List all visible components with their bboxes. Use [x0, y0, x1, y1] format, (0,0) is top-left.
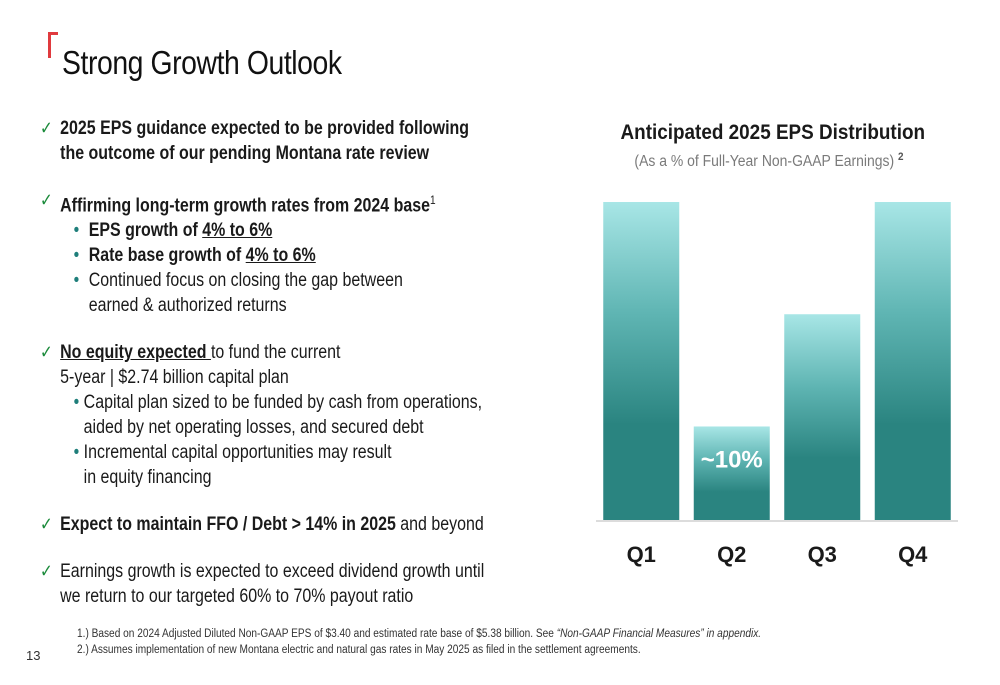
- bullet-dot: •: [73, 392, 80, 414]
- chart-subtitle: (As a % of Full-Year Non-GAAP Earnings) …: [621, 151, 918, 171]
- eps-growth-value: 4% to 6%: [202, 220, 273, 242]
- slide-title: Strong Growth Outlook: [62, 44, 342, 81]
- bullet-5: ✓ Earnings growth is expected to exceed …: [40, 559, 510, 609]
- bar-q2: [693, 426, 770, 520]
- check-icon: ✓: [40, 118, 53, 138]
- footnote-ref-1: 1: [429, 193, 436, 207]
- bullet-1-line-2: the outcome of our pending Montana rate …: [60, 143, 430, 164]
- eps-distribution-chart: Q1 Q2 ~10% Q3 Q4: [596, 202, 958, 567]
- bullet-3-sub-1-line-2: aided by net operating losses, and secur…: [83, 417, 424, 439]
- rate-base-growth-label: Rate base growth of: [88, 245, 246, 267]
- bullet-3-rest: to fund the current: [210, 342, 341, 364]
- bullet-1: ✓ 2025 EPS guidance expected to be provi…: [40, 116, 510, 166]
- footnotes: 1.) Based on 2024 Adjusted Diluted Non-G…: [77, 626, 761, 658]
- corner-accent: [48, 32, 58, 58]
- bar-q3: [784, 314, 861, 520]
- chart-subtitle-text: (As a % of Full-Year Non-GAAP Earnings): [634, 153, 895, 171]
- chart-title: Anticipated 2025 EPS Distribution: [620, 121, 926, 144]
- bullet-dot: •: [73, 270, 80, 292]
- bullet-list: ✓ 2025 EPS guidance expected to be provi…: [40, 116, 600, 609]
- bullet-3-sub-2-line-2: in equity financing: [83, 467, 212, 489]
- bullet-dot: •: [73, 220, 80, 242]
- bullet-4: ✓ Expect to maintain FFO / Debt > 14% in…: [40, 512, 510, 537]
- bullet-2-sub-3-line-2: earned & authorized returns: [88, 295, 287, 317]
- bullet-3-bold: No equity expected: [60, 342, 211, 364]
- bullet-3-line-2: 5-year | $2.74 billion capital plan: [60, 367, 289, 389]
- bar-q1: [603, 202, 680, 520]
- footnote-1: 1.) Based on 2024 Adjusted Diluted Non-G…: [77, 626, 761, 642]
- bullet-2-sub-3-line-1: Continued focus on closing the gap betwe…: [88, 270, 403, 292]
- tick-label-q4: Q4: [898, 542, 928, 567]
- bullet-3-sub-1-line-1: Capital plan sized to be funded by cash …: [83, 392, 483, 414]
- bar-q4: [874, 202, 951, 520]
- check-icon: ✓: [40, 561, 53, 582]
- check-icon: ✓: [40, 342, 53, 363]
- footnote-2: 2.) Assumes implementation of new Montan…: [77, 644, 641, 656]
- bullet-3-sub-2-line-1: Incremental capital opportunities may re…: [83, 442, 392, 464]
- bullet-2-text: Affirming long-term growth rates from 20…: [60, 195, 430, 217]
- check-icon: ✓: [40, 514, 53, 535]
- tick-label-q1: Q1: [627, 542, 656, 567]
- page-number: 13: [26, 648, 41, 663]
- data-label-q2: ~10%: [701, 446, 763, 473]
- bullet-dot: •: [73, 245, 80, 267]
- bullet-dot: •: [73, 442, 80, 464]
- bullet-1-line-1: 2025 EPS guidance expected to be provide…: [60, 118, 470, 139]
- bullet-5-line-1: Earnings growth is expected to exceed di…: [60, 561, 485, 583]
- eps-growth-label: EPS growth of: [88, 220, 203, 242]
- rate-base-growth-value: 4% to 6%: [245, 245, 316, 267]
- tick-label-q3: Q3: [808, 542, 837, 567]
- bullet-4-bold: Expect to maintain FFO / Debt > 14% in 2…: [60, 514, 396, 536]
- footnote-1-italic: “Non-GAAP Financial Measures” in appendi…: [556, 628, 762, 640]
- bullet-4-rest: and beyond: [395, 514, 484, 536]
- tick-label-q2: Q2: [717, 542, 746, 567]
- bullet-2: ✓ Affirming long-term growth rates from …: [40, 188, 510, 318]
- footnote-1-text: 1.) Based on 2024 Adjusted Diluted Non-G…: [77, 628, 557, 640]
- footnote-ref-2: 2: [898, 151, 904, 163]
- bullet-5-line-2: we return to our targeted 60% to 70% pay…: [60, 586, 414, 608]
- bullet-3: ✓ No equity expected to fund the current…: [40, 340, 510, 490]
- check-icon: ✓: [40, 190, 53, 210]
